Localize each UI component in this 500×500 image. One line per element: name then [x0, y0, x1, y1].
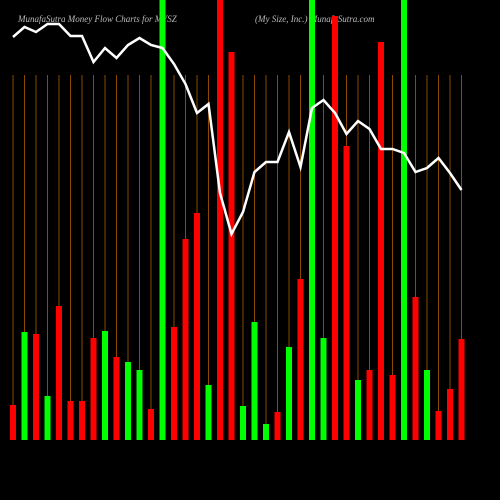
bar: [320, 338, 327, 440]
bar: [10, 405, 16, 440]
bar: [159, 0, 166, 440]
bar: [33, 334, 39, 440]
bar: [355, 380, 361, 440]
bar: [44, 396, 51, 440]
bar: [205, 385, 212, 440]
bar: [56, 306, 62, 440]
bar: [79, 401, 85, 440]
bar: [297, 279, 304, 440]
bar: [366, 370, 373, 440]
bar: [378, 42, 384, 440]
bar: [171, 327, 177, 440]
bar: [263, 424, 269, 440]
money-flow-line: [12, 22, 463, 238]
bar: [125, 362, 131, 440]
bar: [90, 338, 97, 440]
bar: [21, 332, 28, 440]
bar: [309, 0, 315, 440]
bar: [194, 213, 200, 440]
bar: [389, 375, 396, 440]
bar: [424, 370, 430, 440]
bar: [286, 347, 292, 440]
bar: [136, 370, 143, 440]
bar: [217, 0, 223, 440]
bar: [182, 239, 189, 440]
bar: [228, 52, 235, 440]
bar: [274, 412, 281, 440]
bar: [113, 357, 120, 440]
bar: [447, 389, 453, 440]
bar: [102, 331, 108, 440]
bar: [148, 409, 154, 440]
bar: [251, 322, 258, 440]
bar: [67, 401, 74, 440]
bar: [435, 411, 442, 440]
bar: [332, 16, 338, 440]
bar: [458, 339, 465, 440]
bar: [240, 406, 246, 440]
bar: [412, 297, 419, 440]
chart-title: MunafaSutra Money Flow Charts for MYSZ: [17, 14, 178, 24]
bar: [343, 146, 350, 440]
bars: [10, 0, 465, 440]
bar: [401, 0, 407, 440]
